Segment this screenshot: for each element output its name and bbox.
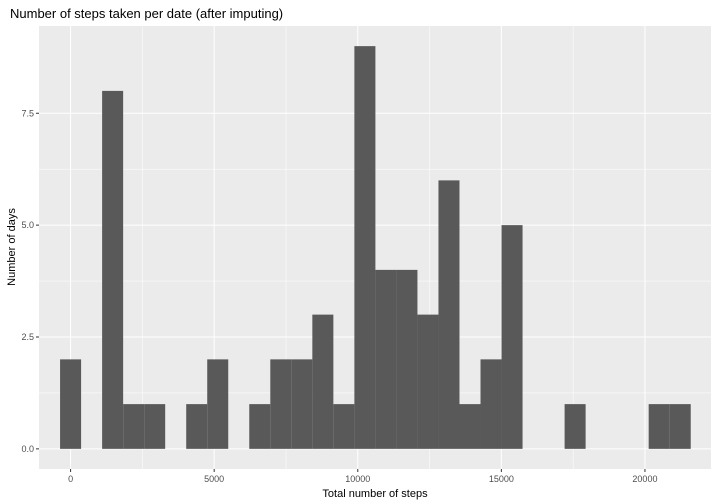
x-tick-label: 20000	[632, 474, 657, 484]
x-tick-label: 5000	[204, 474, 224, 484]
x-tick-label: 15000	[489, 474, 514, 484]
histogram-bar	[669, 404, 691, 449]
histogram-bar	[564, 404, 586, 449]
histogram-bar	[396, 269, 418, 449]
histogram-bar	[270, 359, 292, 449]
x-tick-label: 0	[68, 474, 73, 484]
x-axis-title: Total number of steps	[322, 488, 428, 500]
histogram-bar	[375, 269, 397, 449]
y-tick-label: 7.5	[21, 108, 34, 118]
y-tick-label: 2.5	[21, 332, 34, 342]
y-axis-title: Number of days	[6, 208, 18, 286]
histogram-bar	[459, 404, 481, 449]
x-tick-label: 10000	[345, 474, 370, 484]
histogram-bar	[648, 404, 670, 449]
histogram-bar	[354, 46, 376, 449]
y-tick-label: 5.0	[21, 220, 34, 230]
histogram-bar	[291, 359, 313, 449]
histogram-bar	[333, 404, 355, 449]
y-tick-label: 0.0	[21, 444, 34, 454]
histogram-bar	[60, 359, 82, 449]
histogram-bar	[144, 404, 166, 449]
histogram-bar	[417, 314, 439, 449]
histogram-bar	[501, 225, 523, 449]
histogram-bar	[207, 359, 229, 449]
histogram-bar	[186, 404, 208, 449]
histogram-bar	[249, 404, 271, 449]
histogram-bar	[480, 359, 502, 449]
chart-title: Number of steps taken per date (after im…	[10, 6, 283, 21]
histogram-bar	[312, 314, 334, 449]
histogram-bars	[60, 46, 691, 449]
histogram-bar	[123, 404, 145, 449]
histogram-bar	[438, 180, 460, 449]
y-axis: 0.0 2.5 5.0 7.5	[21, 108, 39, 454]
x-axis: 0 5000 10000 15000 20000	[68, 469, 657, 484]
histogram-bar	[102, 90, 124, 449]
